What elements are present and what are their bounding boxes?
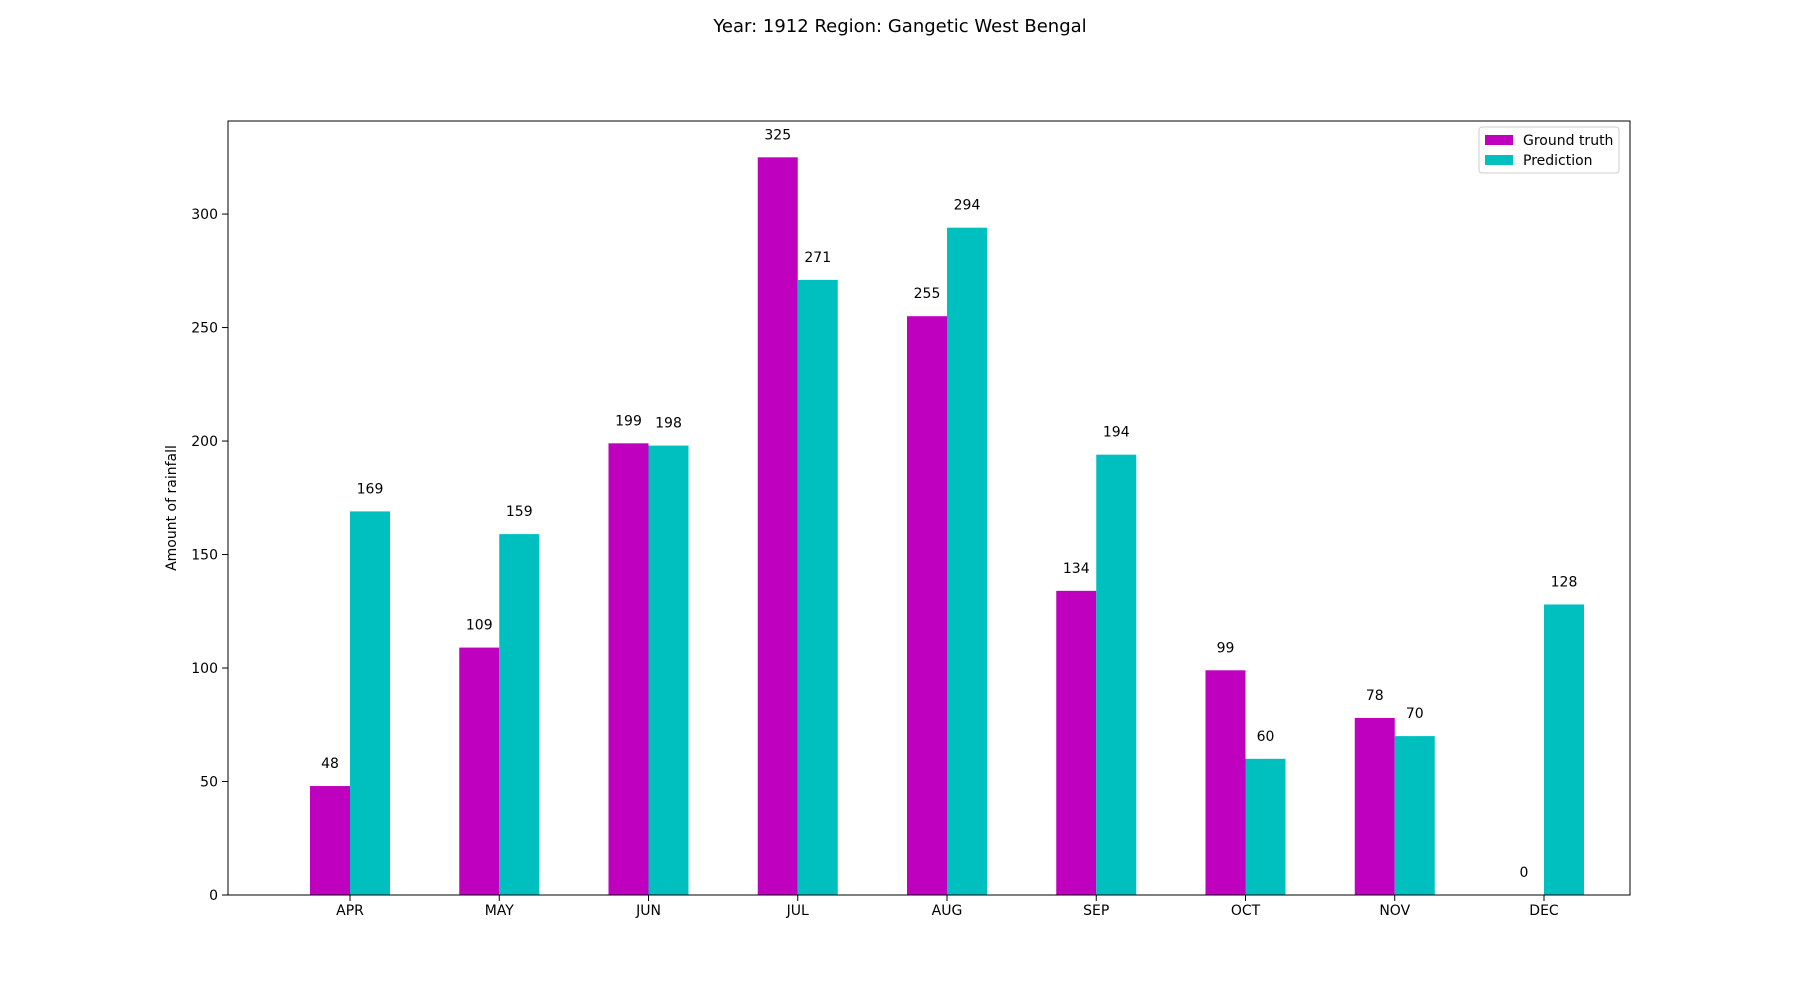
y-tick-label: 200 <box>191 434 218 450</box>
data-label-ground-truth-oct: 99 <box>1217 640 1235 656</box>
x-tick-label-sep: SEP <box>1083 903 1109 919</box>
chart-title: Year: 1912 Region: Gangetic West Bengal <box>713 16 1087 37</box>
legend-swatch-prediction <box>1485 155 1513 165</box>
bar-prediction-apr <box>350 511 390 895</box>
bar-ground-truth-jun <box>608 443 649 895</box>
x-tick-label-nov: NOV <box>1379 903 1410 919</box>
bar-ground-truth-may <box>459 647 500 895</box>
data-label-prediction-aug: 294 <box>954 198 981 214</box>
data-label-prediction-dec: 128 <box>1551 574 1578 590</box>
x-tick-label-jul: JUL <box>786 903 809 919</box>
data-label-ground-truth-apr: 48 <box>321 756 339 772</box>
legend: Ground truth Prediction <box>1478 126 1620 174</box>
bar-prediction-oct <box>1245 758 1286 895</box>
x-tick-label-aug: AUG <box>932 903 963 919</box>
y-tick-label: 0 <box>209 888 218 904</box>
bar-ground-truth-jul <box>757 157 798 895</box>
data-label-prediction-jul: 271 <box>804 250 831 266</box>
data-label-ground-truth-jun: 199 <box>615 413 642 429</box>
data-label-prediction-sep: 194 <box>1103 425 1130 441</box>
x-tick-label-dec: DEC <box>1529 903 1559 919</box>
data-label-prediction-nov: 70 <box>1406 706 1424 722</box>
y-tick-label: 300 <box>191 207 218 223</box>
data-label-ground-truth-dec: 0 <box>1520 865 1529 881</box>
data-label-prediction-may: 159 <box>506 504 533 520</box>
legend-label-ground-truth: Ground truth <box>1523 133 1613 149</box>
bar-ground-truth-oct <box>1205 670 1246 895</box>
y-tick-label: 50 <box>200 775 218 791</box>
bar-prediction-jun <box>648 445 689 895</box>
y-tick-label: 100 <box>191 661 218 677</box>
y-axis-title: Amount of rainfall <box>164 445 180 571</box>
x-tick-label-jun: JUN <box>635 903 661 919</box>
bar-prediction-sep <box>1096 454 1137 895</box>
bars-layer <box>310 157 1584 895</box>
data-label-ground-truth-may: 109 <box>466 618 493 634</box>
x-tick-label-apr: APR <box>336 903 364 919</box>
axes-layer: 0 50 100 150 200 250 300 APR MAY JUN JUL AUG SEP OCT N… <box>191 120 1631 919</box>
bar-prediction-dec <box>1544 604 1584 895</box>
bar-prediction-may <box>499 534 540 895</box>
bar-prediction-jul <box>797 279 838 895</box>
data-label-ground-truth-nov: 78 <box>1366 688 1384 704</box>
legend-box <box>1478 126 1620 174</box>
x-tick-label-may: MAY <box>485 903 515 919</box>
data-label-prediction-apr: 169 <box>357 481 384 497</box>
legend-label-prediction: Prediction <box>1523 153 1593 169</box>
x-tick-label-oct: OCT <box>1231 903 1261 919</box>
bar-ground-truth-aug <box>907 316 947 895</box>
y-tick-label: 150 <box>191 548 218 564</box>
bar-prediction-aug <box>947 227 987 895</box>
bar-ground-truth-sep <box>1056 590 1097 895</box>
data-label-ground-truth-aug: 255 <box>914 286 941 302</box>
data-label-prediction-jun: 198 <box>655 416 682 432</box>
data-label-ground-truth-sep: 134 <box>1063 561 1090 577</box>
data-label-prediction-oct: 60 <box>1257 729 1275 745</box>
bar-ground-truth-nov <box>1354 717 1395 895</box>
bar-ground-truth-apr <box>310 786 350 895</box>
legend-swatch-ground-truth <box>1485 135 1513 145</box>
y-tick-label: 250 <box>191 321 218 337</box>
data-labels-layer: 48 109 199 325 255 134 99 78 0 169 159 198 271 294 194… <box>321 127 1577 881</box>
bar-prediction-nov <box>1394 736 1435 895</box>
plot-frame <box>227 120 1631 896</box>
data-label-ground-truth-jul: 325 <box>764 127 791 143</box>
